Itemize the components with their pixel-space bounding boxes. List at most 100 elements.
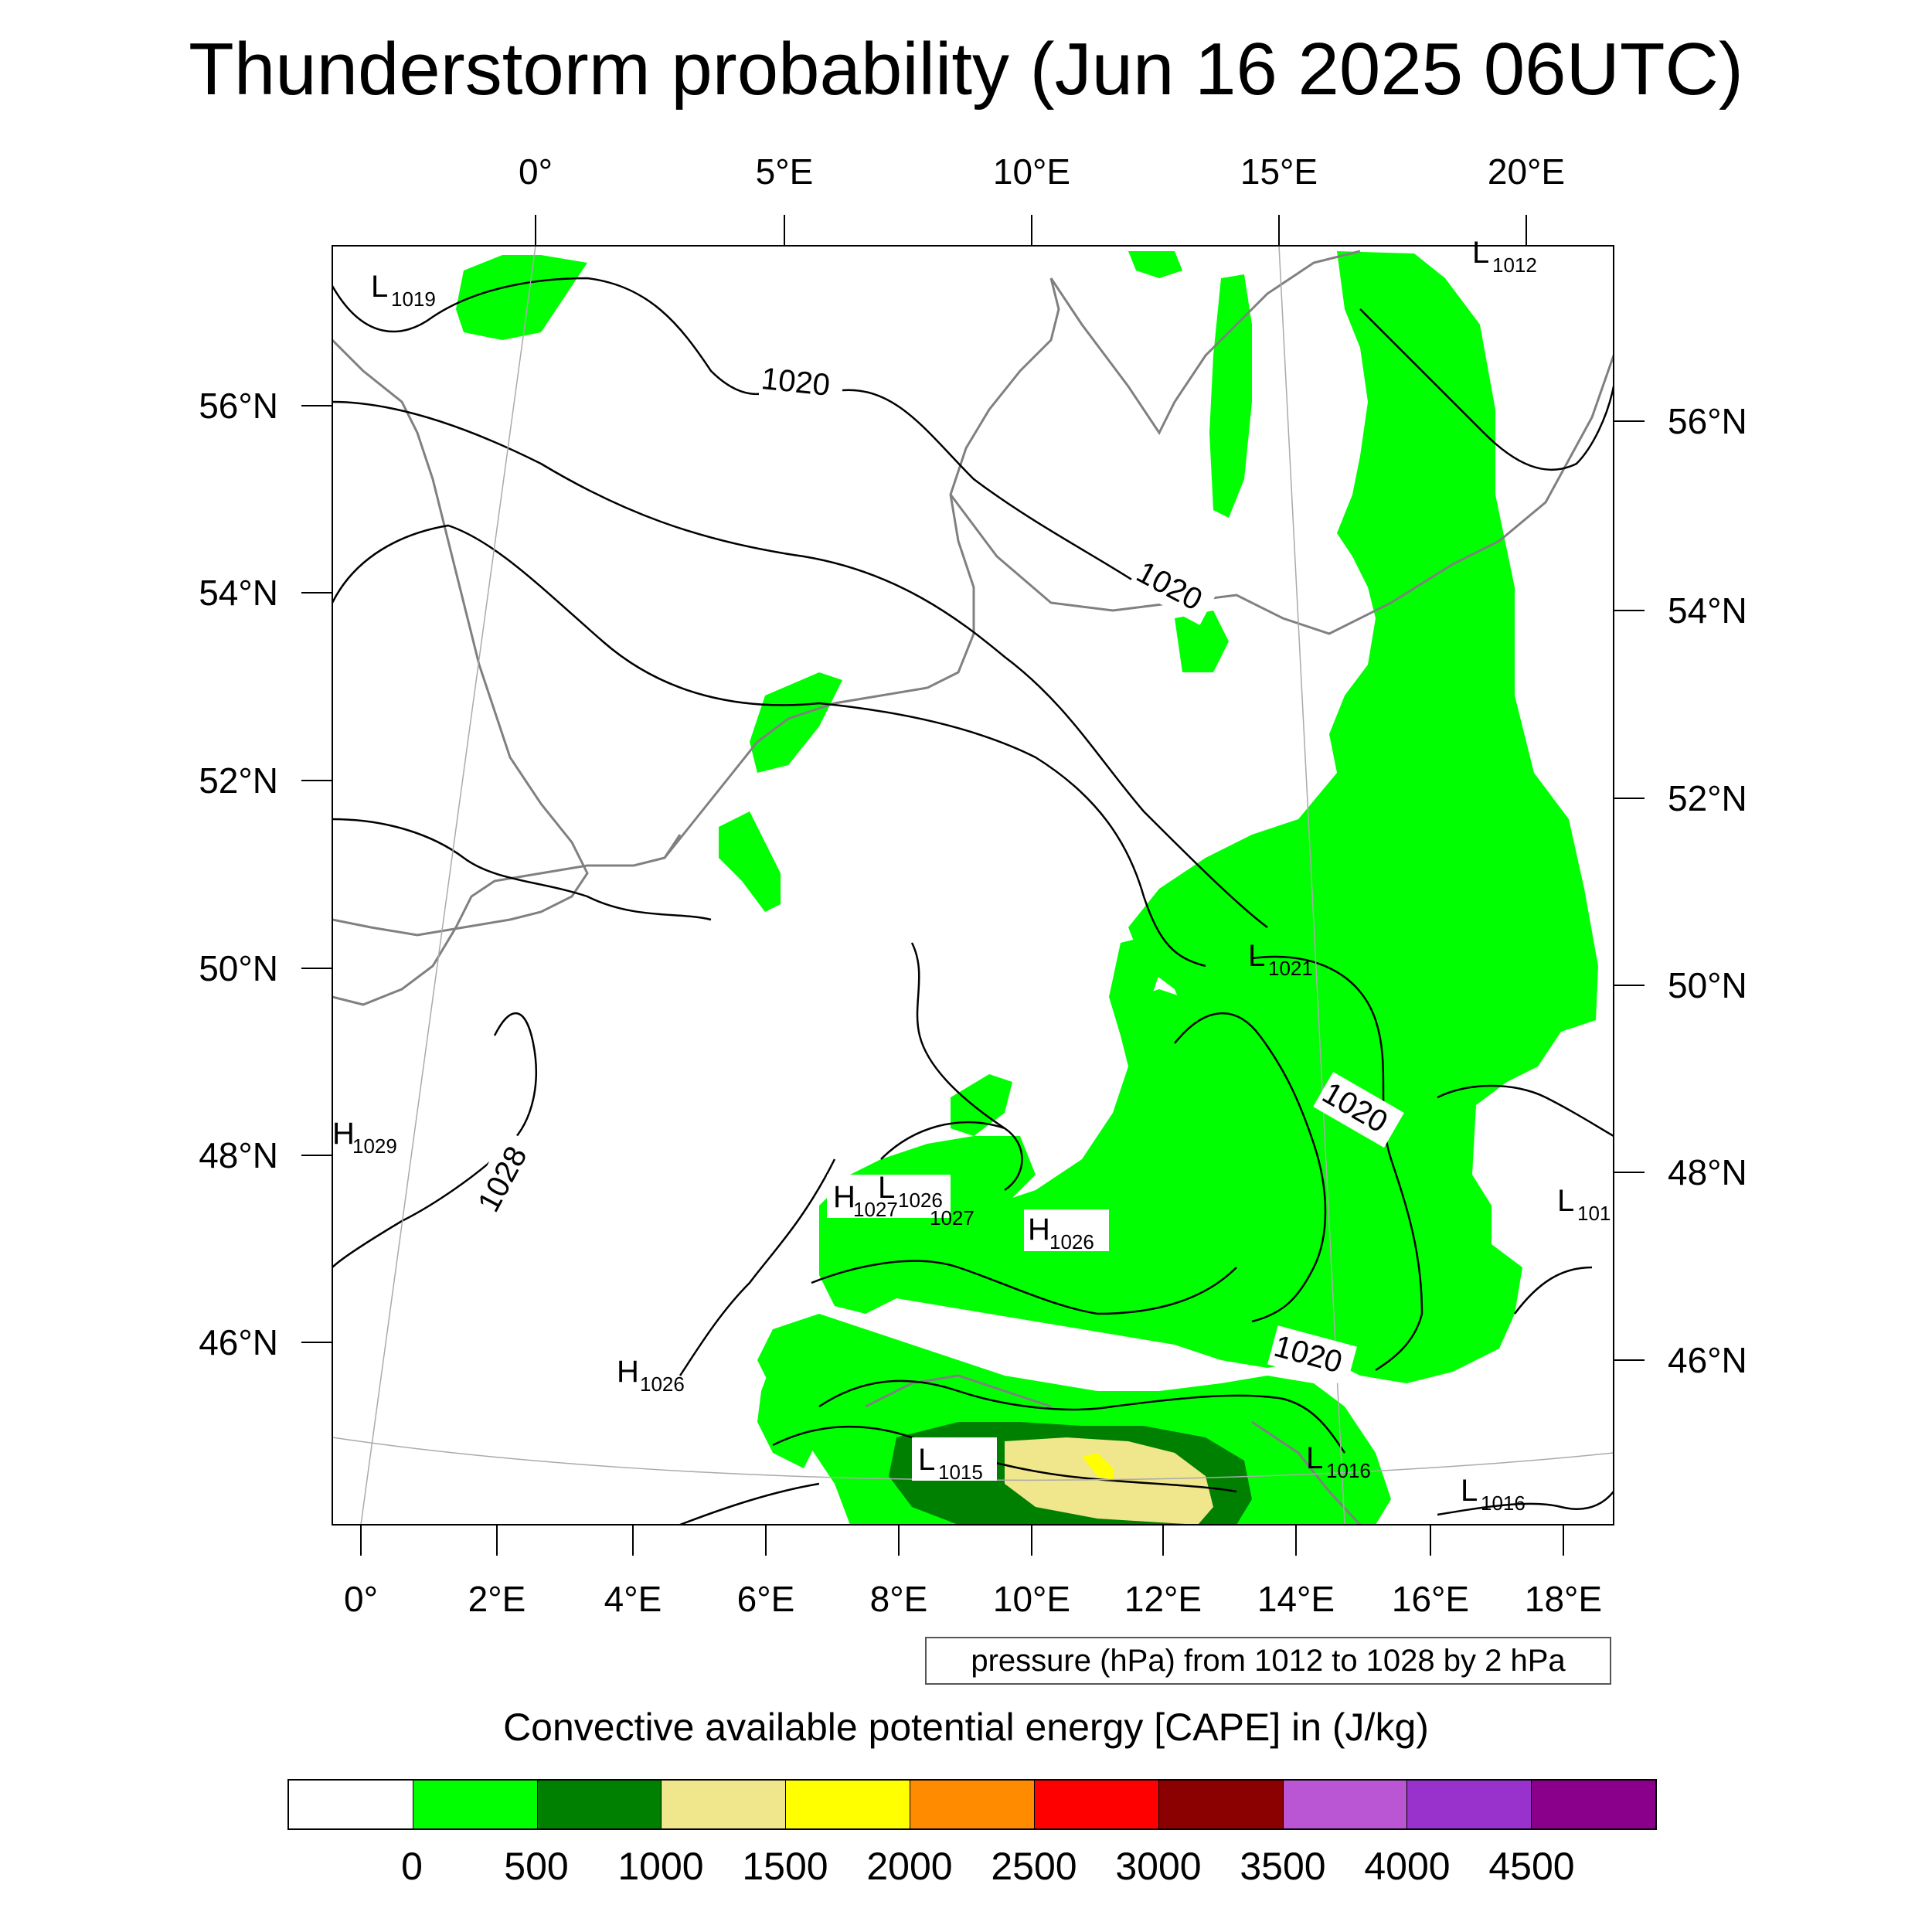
colorbar-segment bbox=[1034, 1781, 1159, 1828]
right-lat-label: 46°N bbox=[1668, 1340, 1747, 1380]
right-lat-label: 48°N bbox=[1668, 1152, 1747, 1192]
left-lat-label: 56°N bbox=[199, 386, 278, 426]
pressure-center-value: 1027 bbox=[930, 1206, 975, 1230]
isobar-9 bbox=[910, 942, 1005, 1130]
left-lat-label: 54°N bbox=[199, 573, 278, 613]
coast-adriatic bbox=[1251, 1420, 1362, 1525]
pressure-center-value: 1026 bbox=[1049, 1230, 1094, 1253]
pressure-center-letter: L bbox=[1306, 1441, 1323, 1475]
pressure-center: L 101 bbox=[1557, 1184, 1611, 1225]
coast-scandinavia bbox=[1049, 250, 1361, 435]
colorbar-label: 4500 bbox=[1488, 1845, 1575, 1888]
isobar-17 bbox=[1514, 1266, 1593, 1315]
bottom-lon-label: 6°E bbox=[737, 1579, 795, 1619]
cape-area-denmark-top bbox=[1128, 251, 1182, 278]
pressure-center-value: 1027 bbox=[853, 1198, 898, 1221]
isobar-3 bbox=[332, 400, 1268, 928]
pressure-center-letter: L bbox=[371, 270, 388, 304]
isobar-15 bbox=[1359, 308, 1614, 471]
isobar-16 bbox=[1437, 1084, 1614, 1138]
isobar-10 bbox=[811, 1260, 1237, 1315]
colorbar-segment bbox=[1407, 1781, 1532, 1828]
plot-frame bbox=[332, 245, 1614, 1526]
coastlines bbox=[332, 250, 1614, 1525]
map-title: Thunderstorm probability (Jun 16 2025 06… bbox=[189, 28, 1743, 111]
coast-france bbox=[332, 834, 682, 1006]
label-box bbox=[827, 1175, 951, 1218]
pressure-center: L 1026 bbox=[878, 1171, 943, 1212]
top-lon-label: 0° bbox=[519, 151, 553, 192]
pressure-center-letter: H bbox=[617, 1355, 639, 1389]
colorbar-segment bbox=[1532, 1781, 1655, 1828]
colorbar-title: Convective available potential energy [C… bbox=[503, 1706, 1429, 1749]
colorbar-segment bbox=[662, 1781, 787, 1828]
pressure-center: H 1029 bbox=[332, 1117, 397, 1158]
colorbar-segment bbox=[1158, 1781, 1284, 1828]
label-box bbox=[1267, 1325, 1357, 1386]
pressure-center-value: 1026 bbox=[898, 1189, 943, 1212]
cape-shading bbox=[456, 251, 1598, 1525]
bottom-lon-label: 14°E bbox=[1257, 1579, 1335, 1619]
isobar-2 bbox=[842, 389, 1145, 589]
bottom-lon-label: 10°E bbox=[993, 1579, 1070, 1619]
pressure-centers: L 1019 L 1012 L 1021 H 1029 H 1027 L 102… bbox=[332, 236, 1611, 1515]
isobar-11 bbox=[1174, 1012, 1327, 1323]
isobars bbox=[332, 277, 1614, 1525]
pressure-center-value: 1015 bbox=[938, 1461, 983, 1484]
bottom-lon-label: 4°E bbox=[604, 1579, 662, 1619]
bottom-lon-label: 8°E bbox=[870, 1579, 928, 1619]
pressure-center-value: 1021 bbox=[1268, 957, 1313, 980]
left-ticks bbox=[301, 405, 332, 1343]
isobar-12 bbox=[818, 1379, 1346, 1454]
contour-label: 1020 bbox=[760, 362, 832, 403]
pressure-center-value: 1026 bbox=[640, 1372, 685, 1396]
cape-area-central-europe bbox=[819, 989, 1360, 1368]
pressure-center-letter: L bbox=[1461, 1474, 1478, 1508]
top-lon-label: 10°E bbox=[993, 151, 1070, 192]
right-lat-label: 50°N bbox=[1668, 965, 1747, 1005]
pressure-center: H 1026 bbox=[617, 1355, 685, 1396]
pressure-center-letter: L bbox=[1557, 1184, 1574, 1218]
meridian-15 bbox=[1278, 246, 1345, 1525]
top-lon-label: 15°E bbox=[1240, 151, 1318, 192]
left-lat-label: 52°N bbox=[199, 760, 278, 801]
right-lat-label: 56°N bbox=[1668, 401, 1747, 441]
pressure-center: L 1015 bbox=[918, 1443, 983, 1484]
pressure-center-letter: H bbox=[833, 1180, 855, 1214]
contour-info-box: pressure (hPa) from 1012 to 1028 by 2 hP… bbox=[925, 1637, 1611, 1685]
isobar-18 bbox=[679, 1482, 820, 1525]
coast-germany bbox=[927, 277, 1060, 689]
coast-baltic bbox=[949, 355, 1614, 635]
pressure-center: L 1019 bbox=[371, 270, 436, 311]
isobar-7 bbox=[679, 1158, 836, 1376]
label-box bbox=[468, 1129, 542, 1222]
label-box bbox=[1313, 1071, 1404, 1148]
contour-labels: 1020 1020 1020 1020 1028 bbox=[468, 362, 1404, 1386]
pressure-center-letter: H bbox=[332, 1117, 355, 1151]
left-lat-label: 50°N bbox=[199, 948, 278, 988]
pressure-center-letter: L bbox=[918, 1443, 935, 1477]
cape-area-czech bbox=[1109, 935, 1159, 1036]
pressure-center-letter: L bbox=[878, 1171, 895, 1205]
colorbar bbox=[287, 1779, 1657, 1830]
bottom-lon-label: 2°E bbox=[468, 1579, 526, 1619]
top-lon-label: 5°E bbox=[756, 151, 814, 192]
colorbar-label: 4000 bbox=[1364, 1845, 1451, 1888]
cape-area-germany-center bbox=[951, 1074, 1012, 1136]
colorbar-segment bbox=[1283, 1781, 1408, 1828]
coast-britain bbox=[332, 338, 589, 937]
left-lat-labels: 56°N 54°N 52°N 50°N 48°N 46°N bbox=[199, 386, 278, 1362]
coast-lowlands bbox=[663, 686, 928, 859]
bottom-lon-label: 18°E bbox=[1525, 1579, 1602, 1619]
isobar-8 bbox=[880, 1121, 1023, 1192]
isobar-1 bbox=[332, 277, 774, 396]
colorbar-segment bbox=[413, 1781, 538, 1828]
isobar-19 bbox=[1437, 1491, 1614, 1516]
label-box bbox=[912, 1437, 997, 1481]
cape-area-netherlands-2 bbox=[719, 811, 781, 912]
colorbar-label: 2500 bbox=[991, 1845, 1077, 1888]
colorbar-label: 0 bbox=[401, 1845, 423, 1888]
right-lat-label: 52°N bbox=[1668, 778, 1747, 818]
pressure-center: L 1012 bbox=[1472, 236, 1537, 277]
bottom-lon-labels: 0° 2°E 4°E 6°E 8°E 10°E 12°E 14°E 16°E 1… bbox=[344, 1579, 1602, 1619]
